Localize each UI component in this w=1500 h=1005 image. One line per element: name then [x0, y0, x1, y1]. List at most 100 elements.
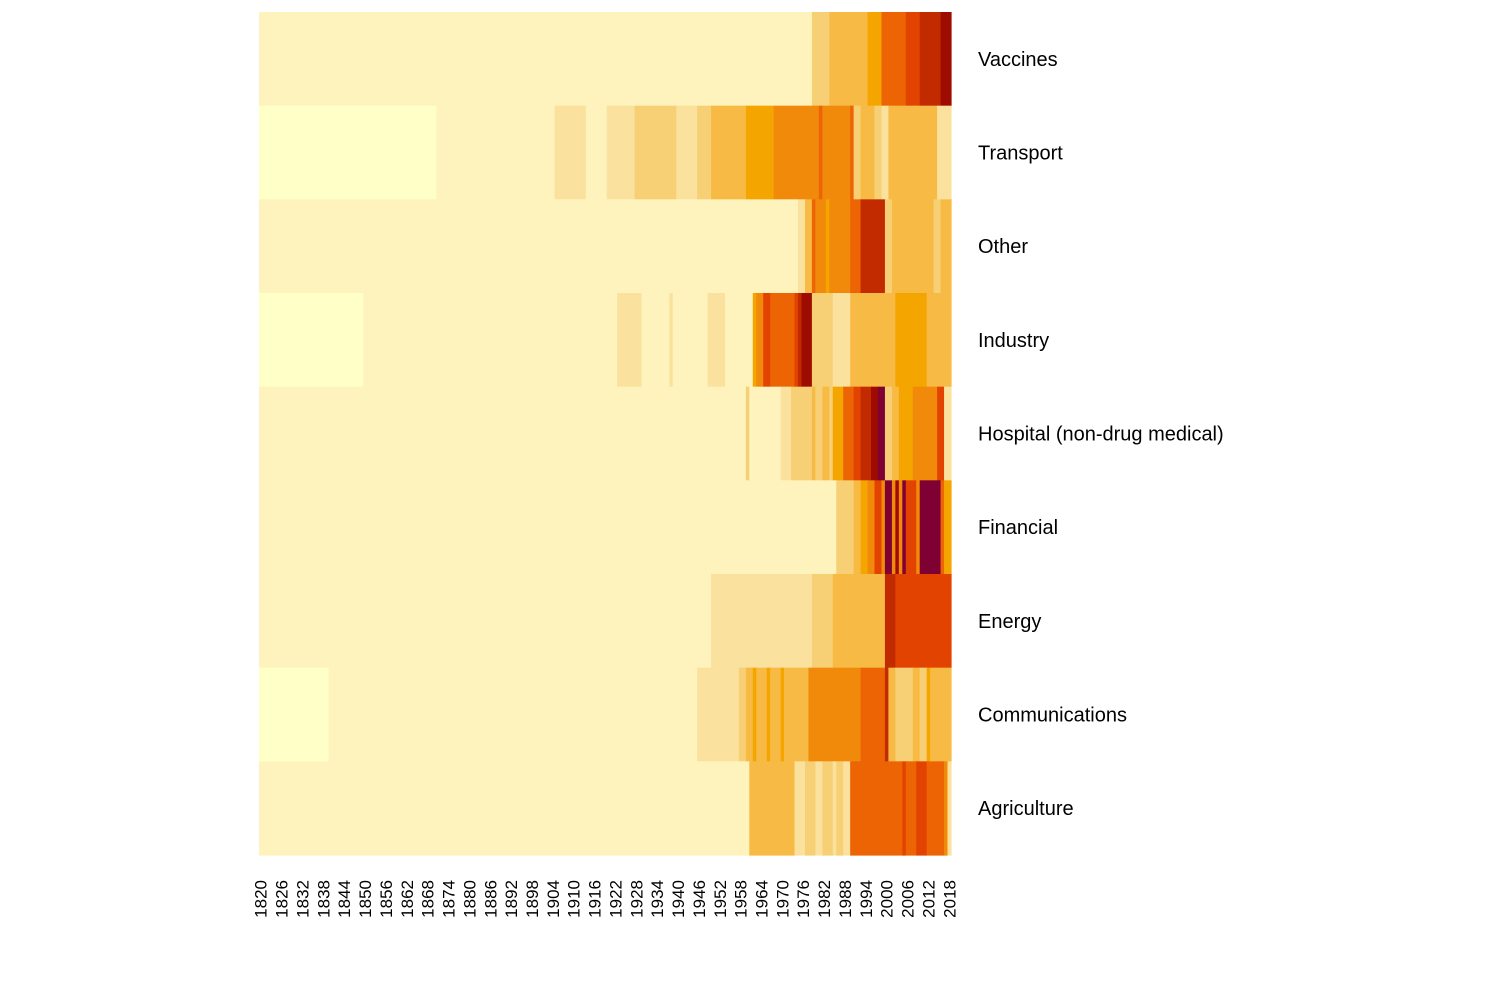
heatmap-cell-financial-11 [902, 480, 907, 575]
heatmap-cell-hospital-non-drug-medical-13 [871, 386, 879, 481]
x-tick-label-1868: 1868 [419, 880, 438, 918]
heatmap-cell-industry-14 [801, 293, 813, 388]
x-tick-label-1916: 1916 [586, 880, 605, 918]
heatmap-cell-hospital-non-drug-medical-4 [791, 386, 813, 481]
heatmap-cell-hospital-non-drug-medical-6 [815, 386, 823, 481]
heatmap-cell-financial-5 [874, 480, 883, 575]
heatmap-cell-transport-13 [850, 105, 855, 200]
heatmap-cell-industry-18 [895, 293, 928, 388]
heatmap-cell-agriculture-6 [832, 761, 837, 856]
x-tick-label-1856: 1856 [377, 880, 396, 918]
heatmap-cell-other-1 [797, 199, 806, 294]
heatmap-cell-industry-15 [811, 293, 834, 388]
heatmap-cell-agriculture-8 [843, 761, 851, 856]
x-tick-label-1862: 1862 [398, 880, 417, 918]
heatmap-cell-hospital-non-drug-medical-15 [884, 386, 893, 481]
heatmap-cell-financial-14 [919, 480, 942, 575]
heatmap-cell-agriculture-1 [749, 761, 796, 856]
heatmap-cell-financial-15 [940, 480, 945, 575]
heatmap-cell-financial-9 [895, 480, 900, 575]
row-label-industry: Industry [978, 330, 1049, 352]
heatmap-cell-communications-5 [752, 667, 757, 762]
x-tick-label-2006: 2006 [899, 880, 918, 918]
heatmap-cell-transport-18 [888, 105, 938, 200]
heatmap-cell-transport-19 [937, 105, 952, 200]
x-tick-label-1982: 1982 [815, 880, 834, 918]
heatmap-cell-transport-17 [881, 105, 889, 200]
heatmap-cell-communications-18 [926, 667, 931, 762]
heatmap-cell-hospital-non-drug-medical-18 [912, 386, 938, 481]
heatmap-cell-agriculture-9 [850, 761, 903, 856]
row-labels: Vaccines Transport Other Industry Hospital (… [978, 49, 1224, 820]
row-label-agriculture: Agriculture [978, 798, 1074, 820]
heatmap-cell-agriculture-15 [947, 761, 952, 856]
heatmap-cell-agriculture-12 [916, 761, 928, 856]
x-tick-label-2012: 2012 [919, 880, 938, 918]
heatmap-cell-other-0 [259, 199, 799, 294]
heatmap-cell-energy-3 [832, 574, 886, 669]
heatmap-cell-vaccines-5 [905, 12, 921, 107]
heatmap-cell-communications-1 [328, 667, 698, 762]
heatmap-cell-energy-1 [711, 574, 813, 669]
heatmap-cell-hospital-non-drug-medical-7 [822, 386, 830, 481]
heatmap-cell-hospital-non-drug-medical-8 [829, 386, 834, 481]
heatmap-cell-vaccines-4 [881, 12, 907, 107]
x-tick-label-1952: 1952 [711, 880, 730, 918]
x-tick-label-1976: 1976 [794, 880, 813, 918]
heatmap-cell-communications-0 [259, 667, 330, 762]
x-tick-label-1910: 1910 [565, 880, 584, 918]
heatmap-cell-industry-4 [669, 293, 674, 388]
heatmap-cell-industry-10 [763, 293, 771, 388]
x-tick-label-1922: 1922 [606, 880, 625, 918]
heatmap-cell-vaccines-1 [811, 12, 830, 107]
heatmap-cell-agriculture-3 [804, 761, 816, 856]
heatmap-cell-vaccines-2 [829, 12, 869, 107]
heatmap-cell-agriculture-0 [259, 761, 750, 856]
heatmap-cell-financial-16 [944, 480, 952, 575]
heatmap-cell-transport-7 [697, 105, 712, 200]
heatmap-cell-transport-14 [853, 105, 862, 200]
heatmap-cell-industry-17 [850, 293, 896, 388]
heatmap-cell-hospital-non-drug-medical-17 [898, 386, 914, 481]
heatmap-cell-financial-8 [891, 480, 896, 575]
row-label-vaccines: Vaccines [978, 49, 1058, 71]
heatmap-cell-hospital-non-drug-medical-5 [811, 386, 816, 481]
heatmap-cell-financial-3 [860, 480, 869, 575]
heatmap-cell-hospital-non-drug-medical-20 [944, 386, 952, 481]
heatmap-cell-agriculture-14 [944, 761, 949, 856]
row-label-communications: Communications [978, 705, 1127, 727]
heatmap-cell-transport-16 [874, 105, 883, 200]
heatmap-cell-transport-9 [745, 105, 775, 200]
heatmap-cell-industry-11 [770, 293, 796, 388]
heatmap-cell-communications-3 [738, 667, 747, 762]
heatmap-cell-communications-12 [860, 667, 886, 762]
x-tick-label-1850: 1850 [356, 880, 375, 918]
heatmap-cell-other-8 [860, 199, 886, 294]
x-tick-label-1826: 1826 [273, 880, 292, 918]
heatmap-cell-communications-16 [912, 667, 921, 762]
heatmap-cell-transport-5 [634, 105, 677, 200]
heatmap-cell-industry-1 [363, 293, 618, 388]
heatmap-cell-hospital-non-drug-medical-3 [780, 386, 792, 481]
x-tick-label-1874: 1874 [440, 880, 459, 918]
x-tick-label-1898: 1898 [523, 880, 542, 918]
heatmap-cell-financial-2 [853, 480, 862, 575]
heatmap-cell-communications-17 [919, 667, 928, 762]
heatmap-cell-agriculture-4 [815, 761, 823, 856]
heatmap-cell-financial-1 [836, 480, 855, 575]
x-tick-label-1958: 1958 [732, 880, 751, 918]
heatmap-cell-communications-2 [697, 667, 740, 762]
x-tick-label-1880: 1880 [460, 880, 479, 918]
heatmap-cell-communications-19 [930, 667, 952, 762]
heatmap-cell-transport-15 [860, 105, 876, 200]
row-label-energy: Energy [978, 611, 1041, 633]
heatmap-cell-agriculture-13 [926, 761, 945, 856]
heatmap-cell-hospital-non-drug-medical-9 [832, 386, 844, 481]
heatmap-cell-transport-12 [822, 105, 851, 200]
heatmap-cell-transport-10 [773, 105, 820, 200]
heatmap-cell-hospital-non-drug-medical-2 [749, 386, 782, 481]
heatmap-cell-other-5 [825, 199, 830, 294]
row-label-financial: Financial [978, 517, 1058, 539]
heatmap-cell-industry-13 [797, 293, 803, 388]
